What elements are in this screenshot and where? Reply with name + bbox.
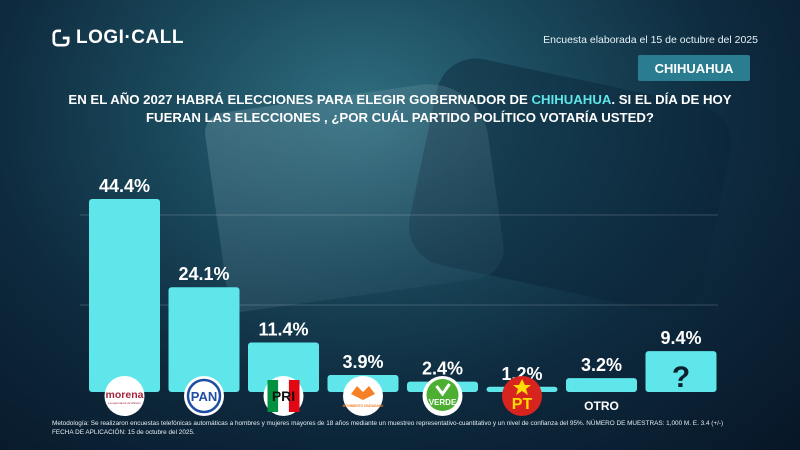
methodology-note: Metodología: Se realizaron encuestas tel… bbox=[52, 419, 772, 437]
pri-logo-red bbox=[288, 380, 300, 412]
pt-logo-bg bbox=[502, 376, 542, 416]
bar-8 bbox=[645, 351, 717, 392]
verde-logo-icon: VERDE bbox=[422, 376, 463, 416]
mc-logo-eagle bbox=[351, 386, 375, 400]
pt-logo-text: PT bbox=[512, 396, 533, 413]
pri-logo-icon: PRI bbox=[263, 376, 304, 416]
data-label-1: 44.4% bbox=[99, 176, 150, 196]
pt-logo-icon: PT bbox=[502, 376, 542, 416]
data-label-4: 3.9% bbox=[342, 352, 383, 372]
methodology-line2: FECHA DE APLICACIÓN: 15 de octubre del 2… bbox=[52, 429, 195, 436]
question-mark-icon: ? bbox=[672, 361, 690, 394]
bar-7 bbox=[566, 378, 637, 392]
movimiento-ciudadano-logo-icon: MOVIMIENTO CIUDADANO bbox=[343, 376, 384, 416]
survey-question: EN EL AÑO 2027 HABRÁ ELECCIONES PARA ELE… bbox=[40, 91, 760, 127]
data-label-7: 3.2% bbox=[581, 355, 622, 375]
pan-logo-bg bbox=[184, 376, 224, 416]
data-label-8: 9.4% bbox=[660, 328, 701, 348]
mc-logo-text: MOVIMIENTO CIUDADANO bbox=[343, 404, 384, 408]
morena-logo-text: morena bbox=[106, 389, 144, 401]
pt-logo-star bbox=[513, 379, 531, 395]
bar-1 bbox=[89, 199, 160, 392]
bar-2 bbox=[168, 287, 240, 392]
pan-logo-icon: PAN bbox=[184, 376, 224, 416]
pri-logo-text: PRI bbox=[272, 388, 295, 404]
question-part2: . SI EL DÍA DE HOY FUERAN LAS ELECCIONES… bbox=[146, 92, 732, 125]
survey-date: Encuesta elaborada el 15 de octubre del … bbox=[543, 34, 758, 46]
logicall-logo-icon bbox=[52, 29, 70, 47]
data-label-5: 2.4% bbox=[422, 359, 463, 379]
pan-logo-text: PAN bbox=[191, 389, 217, 404]
question-highlight: CHIHUAHUA bbox=[531, 92, 612, 107]
methodology-line1: Metodología: Se realizaron encuestas tel… bbox=[52, 420, 724, 427]
brand-name: LOGI·CALL bbox=[76, 27, 184, 48]
pri-logo-green bbox=[267, 380, 279, 412]
bar-3 bbox=[248, 342, 319, 392]
data-label-2: 24.1% bbox=[178, 264, 229, 284]
morena-logo-subtext: La esperanza de México bbox=[108, 401, 141, 405]
pan-logo-ring bbox=[186, 378, 222, 414]
question-part1: EN EL AÑO 2027 HABRÁ ELECCIONES PARA ELE… bbox=[68, 92, 532, 107]
data-label-3: 11.4% bbox=[258, 319, 308, 339]
morena-logo-bg bbox=[104, 376, 145, 416]
verde-logo-text: VERDE bbox=[429, 398, 457, 407]
verde-logo-check bbox=[435, 383, 451, 397]
otro-label: OTRO bbox=[584, 399, 619, 413]
data-label-6: 1.2% bbox=[501, 364, 542, 384]
brand-logo: LOGI·CALL bbox=[52, 27, 184, 49]
region-badge: CHIHUAHUA bbox=[638, 55, 750, 81]
